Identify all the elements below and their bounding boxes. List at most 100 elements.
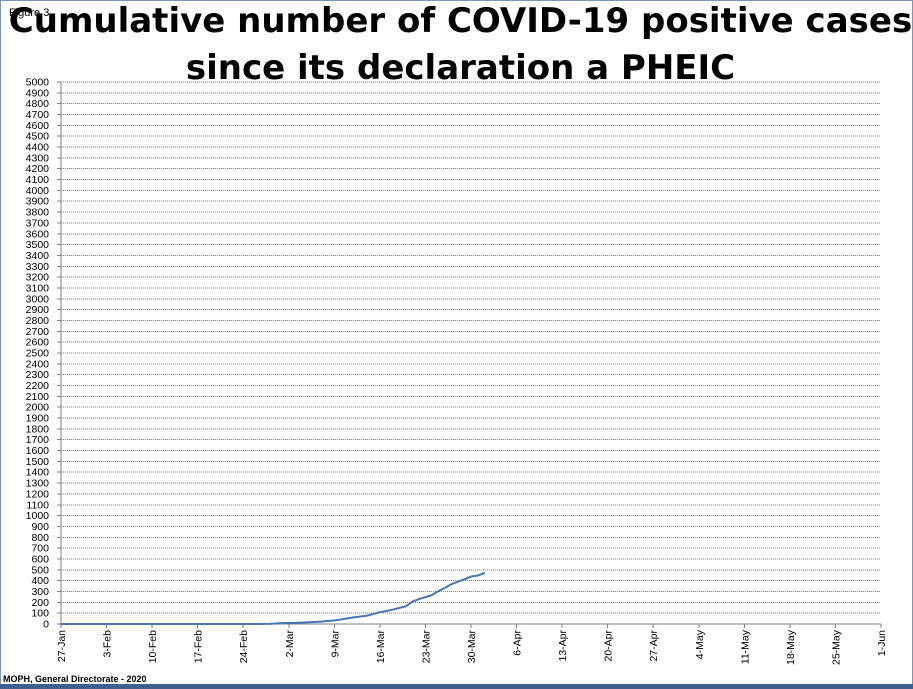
y-tick-label: 1300 [26,478,50,490]
data-point [294,622,296,624]
x-tick-label: 27-Apr [648,629,660,661]
y-tick-label: 2300 [26,369,50,381]
y-tick-label: 4500 [26,131,50,143]
x-tick-label: 9-Mar [329,629,341,657]
data-point [437,590,440,592]
x-tick-label: 18-May [785,629,797,665]
y-tick-label: 3300 [26,261,50,273]
data-point [450,583,453,585]
data-point [392,608,394,611]
x-tick-label: 1-Jun [876,630,888,656]
y-tick-label: 4700 [26,109,50,121]
x-tick-label: 4-May [694,629,706,659]
data-point [444,587,446,589]
data-point [281,622,283,624]
y-tick-label: 1600 [26,445,50,457]
data-point [385,610,387,612]
data-point [327,620,329,622]
data-point [307,621,309,623]
y-tick-label: 300 [31,586,49,598]
x-tick-label: 10-Feb [147,630,159,663]
y-tick-label: 2700 [26,326,50,338]
y-tick-label: 2000 [26,402,50,414]
y-tick-label: 1100 [26,499,49,511]
y-tick-label: 2400 [26,358,50,370]
chart-title-line-2: since its declaration a PHEIC [185,48,736,88]
data-point [398,607,401,609]
y-tick-label: 3500 [26,239,50,251]
y-tick-label: 2600 [26,337,50,349]
x-tick-label: 3-Feb [102,630,114,658]
data-point [424,596,427,598]
y-tick-label: 700 [31,543,49,555]
y-tick-label: 4600 [26,120,50,132]
y-tick-label: 600 [31,553,49,565]
x-tick-label: 23-Mar [420,630,432,664]
source-footer: MOPH, General Directorate - 2020 [3,674,147,684]
data-point [476,575,479,577]
data-point [405,605,407,607]
data-point [379,611,381,613]
x-tick-label: 11-May [739,629,751,664]
data-point [242,623,244,625]
y-tick-label: 4400 [26,142,50,154]
y-tick-label: 1800 [26,423,50,435]
data-point [359,615,361,618]
data-point [431,594,433,596]
y-tick-label: 3000 [26,293,50,305]
y-tick-label: 3200 [26,272,50,284]
y-tick-label: 1900 [26,413,50,425]
axes [57,81,882,628]
y-tick-label: 2800 [26,315,50,327]
chart-title: Cumulative number of COVID-19 positive c… [0,0,913,90]
y-tick-label: 1700 [26,434,50,446]
data-point [268,623,270,625]
y-tick-label: 4800 [26,98,50,110]
bottom-border-bar [0,684,913,689]
y-tick-label: 1000 [26,510,50,522]
y-tick-label: 4300 [26,152,50,164]
data-point [457,581,459,583]
y-tick-label: 1500 [26,456,50,468]
y-tick-label: 1400 [26,467,50,479]
figure-label: Figure 3 [9,7,50,19]
y-tick-label: 3600 [26,228,50,240]
y-tick-label: 3700 [26,217,50,229]
y-tick-label: 3800 [26,207,50,219]
y-tick-label: 2100 [26,391,50,403]
x-tick-label: 20-Apr [603,629,615,661]
y-tick-label: 2200 [26,380,50,392]
y-tick-label: 4000 [26,185,50,197]
x-tick-label: 6-Apr [512,630,524,656]
x-axis-tick-labels: 27-Jan 3-Feb 10-Feb 17-Feb 24-Feb 2-Mar 9-Mar 1… [56,629,888,665]
data-point [463,578,466,580]
x-tick-label: 16-Mar [375,630,387,664]
y-tick-label: 4200 [26,163,50,175]
y-tick-label: 3400 [26,250,50,262]
y-tick-label: 500 [31,564,49,576]
x-tick-label: 2-Mar [284,629,296,657]
x-tick-label: 27-Jan [56,630,68,662]
chart-title-line-1: Cumulative number of COVID-19 positive c… [8,1,913,41]
y-tick-label: 0 [43,619,49,631]
data-point [151,623,153,625]
y-axis-tick-labels: 0100200300400500600700800900100011001200… [26,77,50,631]
data-point [60,623,62,625]
data-point [320,621,322,623]
series-line [60,572,486,625]
y-tick-label: 400 [31,575,49,587]
x-tick-label: 25-May [830,629,842,665]
data-point [346,617,348,619]
data-point [411,601,414,603]
x-tick-label: 13-Apr [557,629,569,661]
data-point [372,613,374,615]
y-tick-label: 900 [31,521,49,533]
y-tick-label: 3100 [26,282,50,294]
y-tick-label: 3900 [26,196,50,208]
grid-lines [61,81,881,614]
data-point [314,621,316,623]
y-tick-label: 2500 [26,348,50,360]
data-point [333,619,335,622]
y-tick-label: 100 [31,608,49,620]
